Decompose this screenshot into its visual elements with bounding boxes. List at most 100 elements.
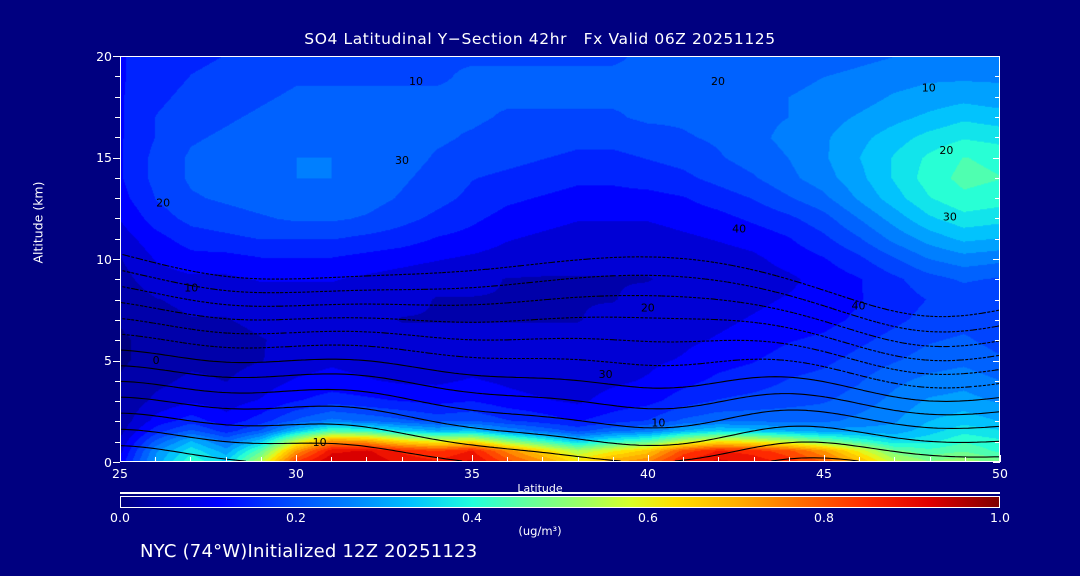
y-tickmark-right-0 (993, 462, 1000, 463)
colorbar-tick-3: 0.6 (638, 510, 658, 525)
colorbar-units-label: (ug/m³) (518, 524, 562, 538)
contour-label: 20 (711, 75, 725, 88)
x-tick-30: 30 (288, 466, 304, 481)
contour-label-group-0: -10 (309, 436, 327, 449)
contour-label-group-1: 0 (153, 354, 160, 367)
y-tickmark-20 (113, 56, 120, 57)
y-tick-5: 5 (104, 353, 112, 368)
y-tickmark-9 (115, 279, 120, 281)
x-tickmark-46 (859, 457, 861, 462)
y-tickmark-13 (115, 198, 120, 200)
contour-label: 10 (184, 281, 198, 294)
x-tickmark-40 (648, 455, 649, 462)
y-tickmark-11 (115, 238, 120, 240)
y-tickmark-right-11 (995, 238, 1000, 240)
y-tickmark-10 (113, 259, 120, 260)
x-tickmark-50 (1000, 455, 1001, 462)
x-tickmark-36 (507, 457, 509, 462)
x-tickmark-33 (401, 457, 403, 462)
y-tickmark-right-20 (993, 56, 1000, 57)
x-tick-45: 45 (816, 466, 832, 481)
y-tickmark-right-6 (995, 340, 1000, 342)
y-tickmark-0 (113, 462, 120, 463)
y-tick-10: 10 (96, 252, 112, 267)
y-tickmark-right-17 (995, 116, 1000, 118)
contour-label-group-13: 20 (939, 144, 953, 157)
contour-label-group-4: 10 (409, 75, 423, 88)
x-tickmark-42 (718, 457, 720, 462)
x-tickmark-28 (225, 457, 227, 462)
colorbar-tick-4: 0.8 (814, 510, 834, 525)
colorbar-top-rule (120, 492, 1000, 494)
y-tickmark-right-7 (995, 319, 1000, 321)
y-tickmark-1 (115, 441, 120, 443)
y-tickmark-right-8 (995, 299, 1000, 301)
contour-label-group-5: 30 (395, 154, 409, 167)
contour-label: 10 (409, 75, 423, 88)
contour-line-20 (121, 412, 999, 461)
contour-label-group-8: 20 (641, 301, 655, 314)
x-tickmark-30 (296, 455, 297, 462)
contour-label-group-14: 30 (943, 211, 957, 224)
colorbar-tick-1: 0.2 (286, 510, 306, 525)
contour-label-group-2: 10 (184, 281, 198, 294)
y-axis-ticks: 0 5 10 15 20 (68, 0, 112, 576)
y-tickmark-right-3 (995, 401, 1000, 403)
x-tickmark-32 (366, 457, 368, 462)
contour-label: 20 (156, 196, 170, 209)
x-tickmark-45 (824, 455, 825, 462)
contour-label: 10 (922, 81, 936, 94)
x-tickmark-34 (436, 457, 438, 462)
x-tickmark-29 (260, 457, 262, 462)
y-tickmark-right-1 (995, 441, 1000, 443)
y-axis-label: Altitude (km) (30, 181, 46, 264)
contour-line--5 (121, 333, 999, 389)
x-tickmark-35 (472, 455, 473, 462)
x-tick-50: 50 (992, 466, 1008, 481)
contour-line--20 (121, 285, 999, 348)
x-tickmark-44 (788, 457, 790, 462)
contour-lines-overlay: -10 0 10 20 10 30 20 40 20 30 40 10 10 20 30 (121, 75, 999, 461)
y-tickmark-3 (115, 401, 120, 403)
contour-line--10 (121, 317, 999, 375)
contour-line--25 (121, 269, 999, 333)
cross-section-plot[interactable]: -10 0 10 20 10 30 20 40 20 30 40 10 10 20 30 (120, 56, 1000, 462)
x-tickmark-27 (190, 457, 192, 462)
x-axis-label: Latitude (517, 482, 563, 495)
contour-label: 40 (852, 299, 866, 312)
contour-label-group-11: 10 (651, 417, 665, 430)
y-tickmark-16 (115, 137, 120, 139)
contour-label-group-7: 40 (732, 223, 746, 236)
contour-line-30 (121, 445, 246, 461)
shaded-contour-field (121, 57, 999, 461)
x-tick-25: 25 (112, 466, 128, 481)
page-title: SO4 Latitudinal Y−Section 42hr Fx Valid … (304, 30, 776, 48)
y-tickmark-19 (115, 76, 120, 78)
colorbar-tick-0: 0.0 (110, 510, 130, 525)
contour-label-group-12: 10 (922, 81, 936, 94)
y-tickmark-right-9 (995, 279, 1000, 281)
contour-line-5 (121, 365, 999, 416)
y-tickmark-right-12 (995, 218, 1000, 220)
x-tickmark-48 (929, 457, 931, 462)
y-tickmark-right-18 (995, 96, 1000, 98)
contour-line-25 (121, 428, 859, 461)
contour-label-group-6: 20 (711, 75, 725, 88)
contour-label: -10 (309, 436, 327, 449)
x-tick-35: 35 (464, 466, 480, 481)
x-tickmark-41 (683, 457, 685, 462)
y-tickmark-right-10 (993, 259, 1000, 260)
y-tickmark-12 (115, 218, 120, 220)
colorbar[interactable] (120, 496, 1000, 508)
y-tickmark-17 (115, 116, 120, 118)
y-tickmark-4 (115, 380, 120, 382)
colorbar-tick-5: 1.0 (990, 510, 1010, 525)
y-tickmark-right-4 (995, 380, 1000, 382)
contour-line--30 (121, 253, 999, 318)
y-tickmark-15 (113, 157, 120, 159)
y-tickmark-5 (113, 360, 120, 362)
contour-label: 30 (943, 211, 957, 224)
y-tickmark-right-15 (993, 157, 1000, 159)
x-tickmark-26 (155, 457, 157, 462)
